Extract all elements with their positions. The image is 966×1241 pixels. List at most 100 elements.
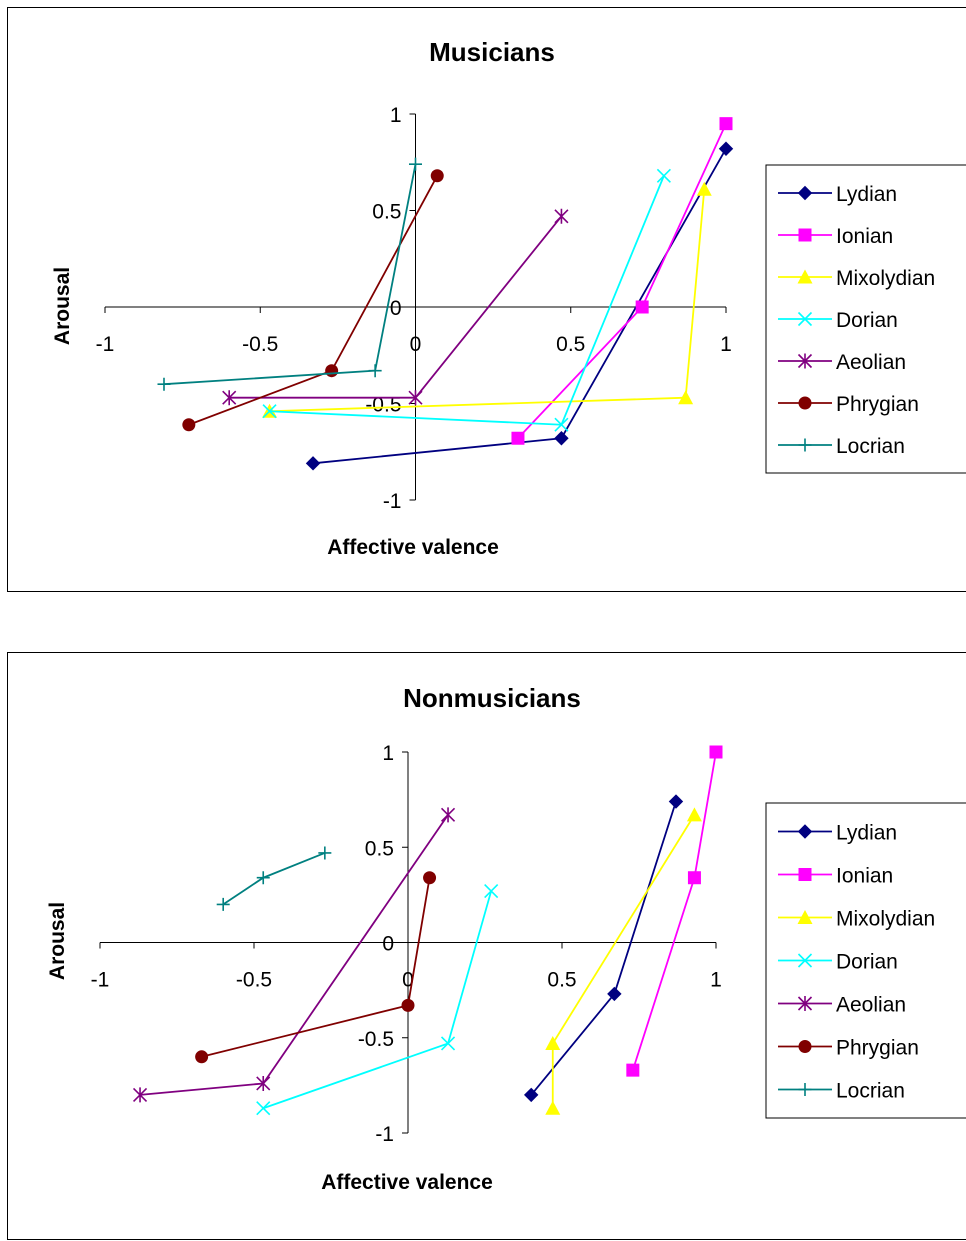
series-line xyxy=(262,890,493,1110)
data-point xyxy=(687,871,701,885)
x-tick-label: 0.5 xyxy=(547,969,576,992)
series-locrian xyxy=(157,157,422,391)
series-line xyxy=(201,877,431,1058)
chart-musicians: Musicians Affective valence Arousal -1 -0… xyxy=(51,37,966,559)
data-point xyxy=(222,390,237,406)
series-locrian xyxy=(216,846,332,911)
series-lydian xyxy=(305,141,734,471)
series-aeolian xyxy=(132,807,456,1103)
series-line xyxy=(551,814,696,1109)
data-point xyxy=(484,883,499,899)
data-point xyxy=(182,418,196,432)
y-tick-label: 0 xyxy=(382,933,394,956)
legend-item: Phrygian xyxy=(778,1037,919,1060)
x-axis-label: Affective valence xyxy=(321,1171,493,1194)
series-phrygian xyxy=(195,871,437,1064)
legend-marker xyxy=(798,228,812,242)
legend-marker xyxy=(797,824,813,839)
data-point xyxy=(678,390,694,405)
data-point xyxy=(718,141,734,156)
legend-label: Mixolydian xyxy=(836,267,935,290)
data-point xyxy=(423,871,437,885)
data-point xyxy=(635,300,649,314)
legend-marker xyxy=(797,910,813,924)
x-tick-label: 0 xyxy=(410,333,422,356)
legend-label: Locrian xyxy=(836,1080,905,1103)
data-point xyxy=(696,181,712,196)
legend-marker xyxy=(797,953,813,968)
series-mixolydian xyxy=(262,181,712,418)
data-point xyxy=(409,157,422,171)
legend-marker xyxy=(797,185,813,201)
data-point xyxy=(132,1087,148,1103)
legend-marker xyxy=(797,269,813,284)
x-tick-label: 0.5 xyxy=(556,333,585,356)
legend-label: Dorian xyxy=(836,309,898,332)
data-point xyxy=(545,1100,561,1115)
legend-item: Dorian xyxy=(778,951,898,974)
series-line xyxy=(269,175,665,426)
data-point xyxy=(368,364,382,378)
series-ionian xyxy=(626,745,723,1077)
data-point xyxy=(430,169,444,183)
series-lydian xyxy=(523,794,684,1103)
series-line xyxy=(222,852,326,906)
series-dorian xyxy=(256,883,499,1116)
data-point xyxy=(401,998,415,1012)
data-point xyxy=(256,1075,271,1091)
legend-label: Locrian xyxy=(836,435,905,458)
legend-item: Locrian xyxy=(778,435,905,458)
x-tick-label: 1 xyxy=(710,969,722,992)
y-tick-label: 1 xyxy=(382,742,394,765)
legend-marker xyxy=(797,996,813,1011)
legend-label: Ionian xyxy=(836,865,893,888)
data-point xyxy=(719,117,733,131)
legend-item: Mixolydian xyxy=(778,908,935,931)
legend-item: Aeolian xyxy=(778,994,906,1017)
legend: Lydian Ionian Mixolydian Dorian Aeolian Phryg… xyxy=(765,164,966,474)
chart-title: Musicians xyxy=(429,37,555,67)
legend-marker xyxy=(798,1083,812,1096)
legend-label: Aeolian xyxy=(836,351,906,374)
legend-marker xyxy=(798,438,812,452)
series-ionian xyxy=(511,117,733,445)
x-tick-label: -1 xyxy=(96,333,115,356)
legend-item: Locrian xyxy=(778,1080,905,1103)
data-point xyxy=(709,745,723,759)
legend-item: Mixolydian xyxy=(778,267,935,290)
data-point xyxy=(511,431,525,445)
legend-label: Lydian xyxy=(836,183,897,206)
data-point xyxy=(157,377,171,391)
legend-label: Phrygian xyxy=(836,393,919,416)
series-line xyxy=(517,123,727,439)
series-mixolydian xyxy=(545,807,702,1115)
data-point xyxy=(262,404,277,419)
legend-label: Lydian xyxy=(836,822,897,845)
chart-panel-musicians: Musicians Affective valence Arousal -1 -0… xyxy=(7,7,966,592)
data-point xyxy=(256,871,270,885)
data-point xyxy=(626,1063,640,1077)
legend: Lydian Ionian Mixolydian Dorian Aeolian Phryg… xyxy=(765,802,966,1119)
legend-item: Ionian xyxy=(778,865,893,888)
data-point xyxy=(440,807,456,823)
legend-marker xyxy=(797,311,813,327)
x-tick-label: 1 xyxy=(720,333,732,356)
chart-title: Nonmusicians xyxy=(403,683,581,713)
data-point xyxy=(216,897,230,911)
y-tick-label: -1 xyxy=(383,490,402,513)
x-tick-label: -0.5 xyxy=(242,333,278,356)
data-point xyxy=(523,1087,539,1103)
data-point xyxy=(607,986,622,1002)
y-tick-label: 1 xyxy=(390,104,402,127)
data-point xyxy=(318,846,332,860)
legend-item: Phrygian xyxy=(778,393,919,416)
data-point xyxy=(440,1036,456,1051)
data-point xyxy=(686,807,702,822)
data-point xyxy=(305,456,321,471)
legend-marker xyxy=(798,396,812,410)
data-point xyxy=(195,1050,209,1064)
data-point xyxy=(325,364,339,378)
y-axis-label: Arousal xyxy=(46,902,69,980)
y-axis-label: Arousal xyxy=(51,267,74,345)
series-line xyxy=(139,814,449,1096)
